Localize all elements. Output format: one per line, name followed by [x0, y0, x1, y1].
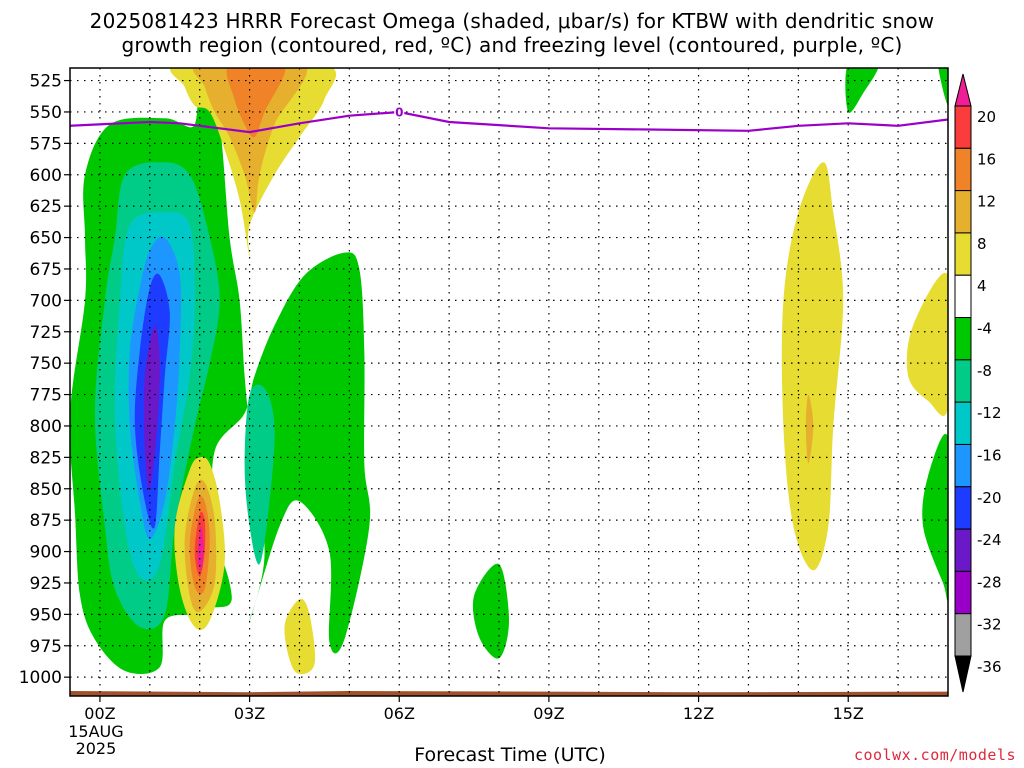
freezing-level-line	[70, 110, 948, 134]
colorbar-label-9: -20	[977, 489, 1002, 507]
chart-title-line-1: 2025081423 HRRR Forecast Omega (shaded, …	[89, 9, 935, 33]
colorbar-bin-6	[954, 401, 972, 445]
colorbar-bin-2	[954, 570, 972, 615]
colorbar-bin-bottom	[954, 655, 972, 693]
colorbar: 20 16 12 8 4 -4 -8 -12 -16 -20 -24 -28 -32 -36	[954, 73, 1002, 693]
x-tick-label-06Z: 06Z	[384, 704, 415, 723]
colorbar-bin-1	[954, 613, 972, 657]
x-tick-label-09Z: 09Z	[533, 704, 564, 723]
colorbar-label-11: -28	[977, 573, 1002, 591]
colorbar-label-6: -8	[977, 362, 992, 380]
colorbar-label-4: 4	[977, 277, 987, 295]
y-tick-label-525: 525	[30, 72, 62, 92]
site-credit: coolwx.com/models	[853, 746, 1016, 764]
omega-region-16	[193, 68, 307, 213]
y-tick-label-825: 825	[30, 448, 62, 468]
omega-region-4	[922, 433, 948, 601]
x-tick-label-12Z: 12Z	[683, 704, 714, 723]
y-tick-label-875: 875	[30, 511, 62, 531]
y-tick-label-750: 750	[30, 354, 62, 374]
colorbar-bin-8	[954, 317, 972, 361]
y-tick-label-675: 675	[30, 260, 62, 280]
y-tick-label-800: 800	[30, 417, 62, 437]
omega-region-19	[226, 68, 286, 138]
colorbar-bin-4	[954, 486, 972, 530]
terrain-layer	[70, 690, 948, 696]
y-tick-label-650: 650	[30, 229, 62, 249]
plot-frame	[69, 67, 949, 697]
y-tick-label-925: 925	[30, 574, 62, 594]
colorbar-bin-5	[954, 443, 972, 488]
y-tick-label-900: 900	[30, 543, 62, 563]
y-tick-label-625: 625	[30, 197, 62, 217]
freezing-level-label: 0	[395, 105, 403, 119]
y-tick-label-600: 600	[30, 166, 62, 186]
colorbar-bin-top	[954, 73, 972, 107]
colorbar-bin-3	[954, 528, 972, 572]
colorbar-bin-7	[954, 359, 972, 403]
y-tick-label-575: 575	[30, 134, 62, 154]
x-tick-sublabel-1: 2025	[76, 739, 117, 758]
omega-region-2	[845, 68, 879, 113]
colorbar-bin-11	[954, 190, 972, 234]
omega-shading-layer	[70, 68, 948, 675]
omega-region-15	[906, 272, 948, 416]
colorbar-label-8: -16	[977, 446, 1002, 464]
y-tick-label-550: 550	[30, 103, 62, 123]
x-tick-label-15Z: 15Z	[833, 704, 864, 723]
y-tick-label-1000: 1000	[19, 668, 62, 688]
x-tick-label-00Z: 00Z	[84, 704, 115, 723]
freezing-level-layer: 0	[70, 104, 948, 134]
colorbar-bin-9	[954, 274, 972, 319]
omega-region-10	[143, 325, 160, 490]
omega-region-14	[781, 162, 844, 571]
y-tick-label-950: 950	[30, 605, 62, 625]
omega-region-18	[805, 394, 814, 464]
colorbar-label-0: 20	[977, 108, 996, 126]
colorbar-label-1: 16	[977, 150, 996, 168]
y-tick-label-725: 725	[30, 323, 62, 343]
terrain-band	[70, 690, 948, 696]
omega-region-3	[938, 68, 948, 106]
colorbar-label-3: 8	[977, 235, 987, 253]
colorbar-label-7: -12	[977, 404, 1002, 422]
colorbar-label-5: -4	[977, 320, 992, 338]
y-tick-label-975: 975	[30, 637, 62, 657]
x-tick-label-03Z: 03Z	[234, 704, 265, 723]
colorbar-label-10: -24	[977, 531, 1002, 549]
omega-region-1	[472, 563, 509, 659]
x-axis-label: Forecast Time (UTC)	[414, 744, 606, 766]
colorbar-label-12: -32	[977, 616, 1002, 634]
colorbar-bin-12	[954, 147, 972, 192]
colorbar-label-13: -36	[977, 658, 1002, 676]
colorbar-bin-13	[954, 105, 972, 149]
colorbar-bin-10	[954, 232, 972, 276]
y-tick-label-700: 700	[30, 291, 62, 311]
x-tick-sublabel-0: 15AUG	[68, 722, 123, 741]
chart-title-line-2: growth region (contoured, red, ºC) and f…	[121, 33, 903, 57]
axes: 525 550 575 600 625 650 675 700 725 750 775 800 825 8…	[19, 67, 949, 758]
omega-region-13	[284, 598, 316, 675]
y-tick-label-775: 775	[30, 386, 62, 406]
colorbar-label-2: 12	[977, 193, 996, 211]
y-tick-label-850: 850	[30, 480, 62, 500]
